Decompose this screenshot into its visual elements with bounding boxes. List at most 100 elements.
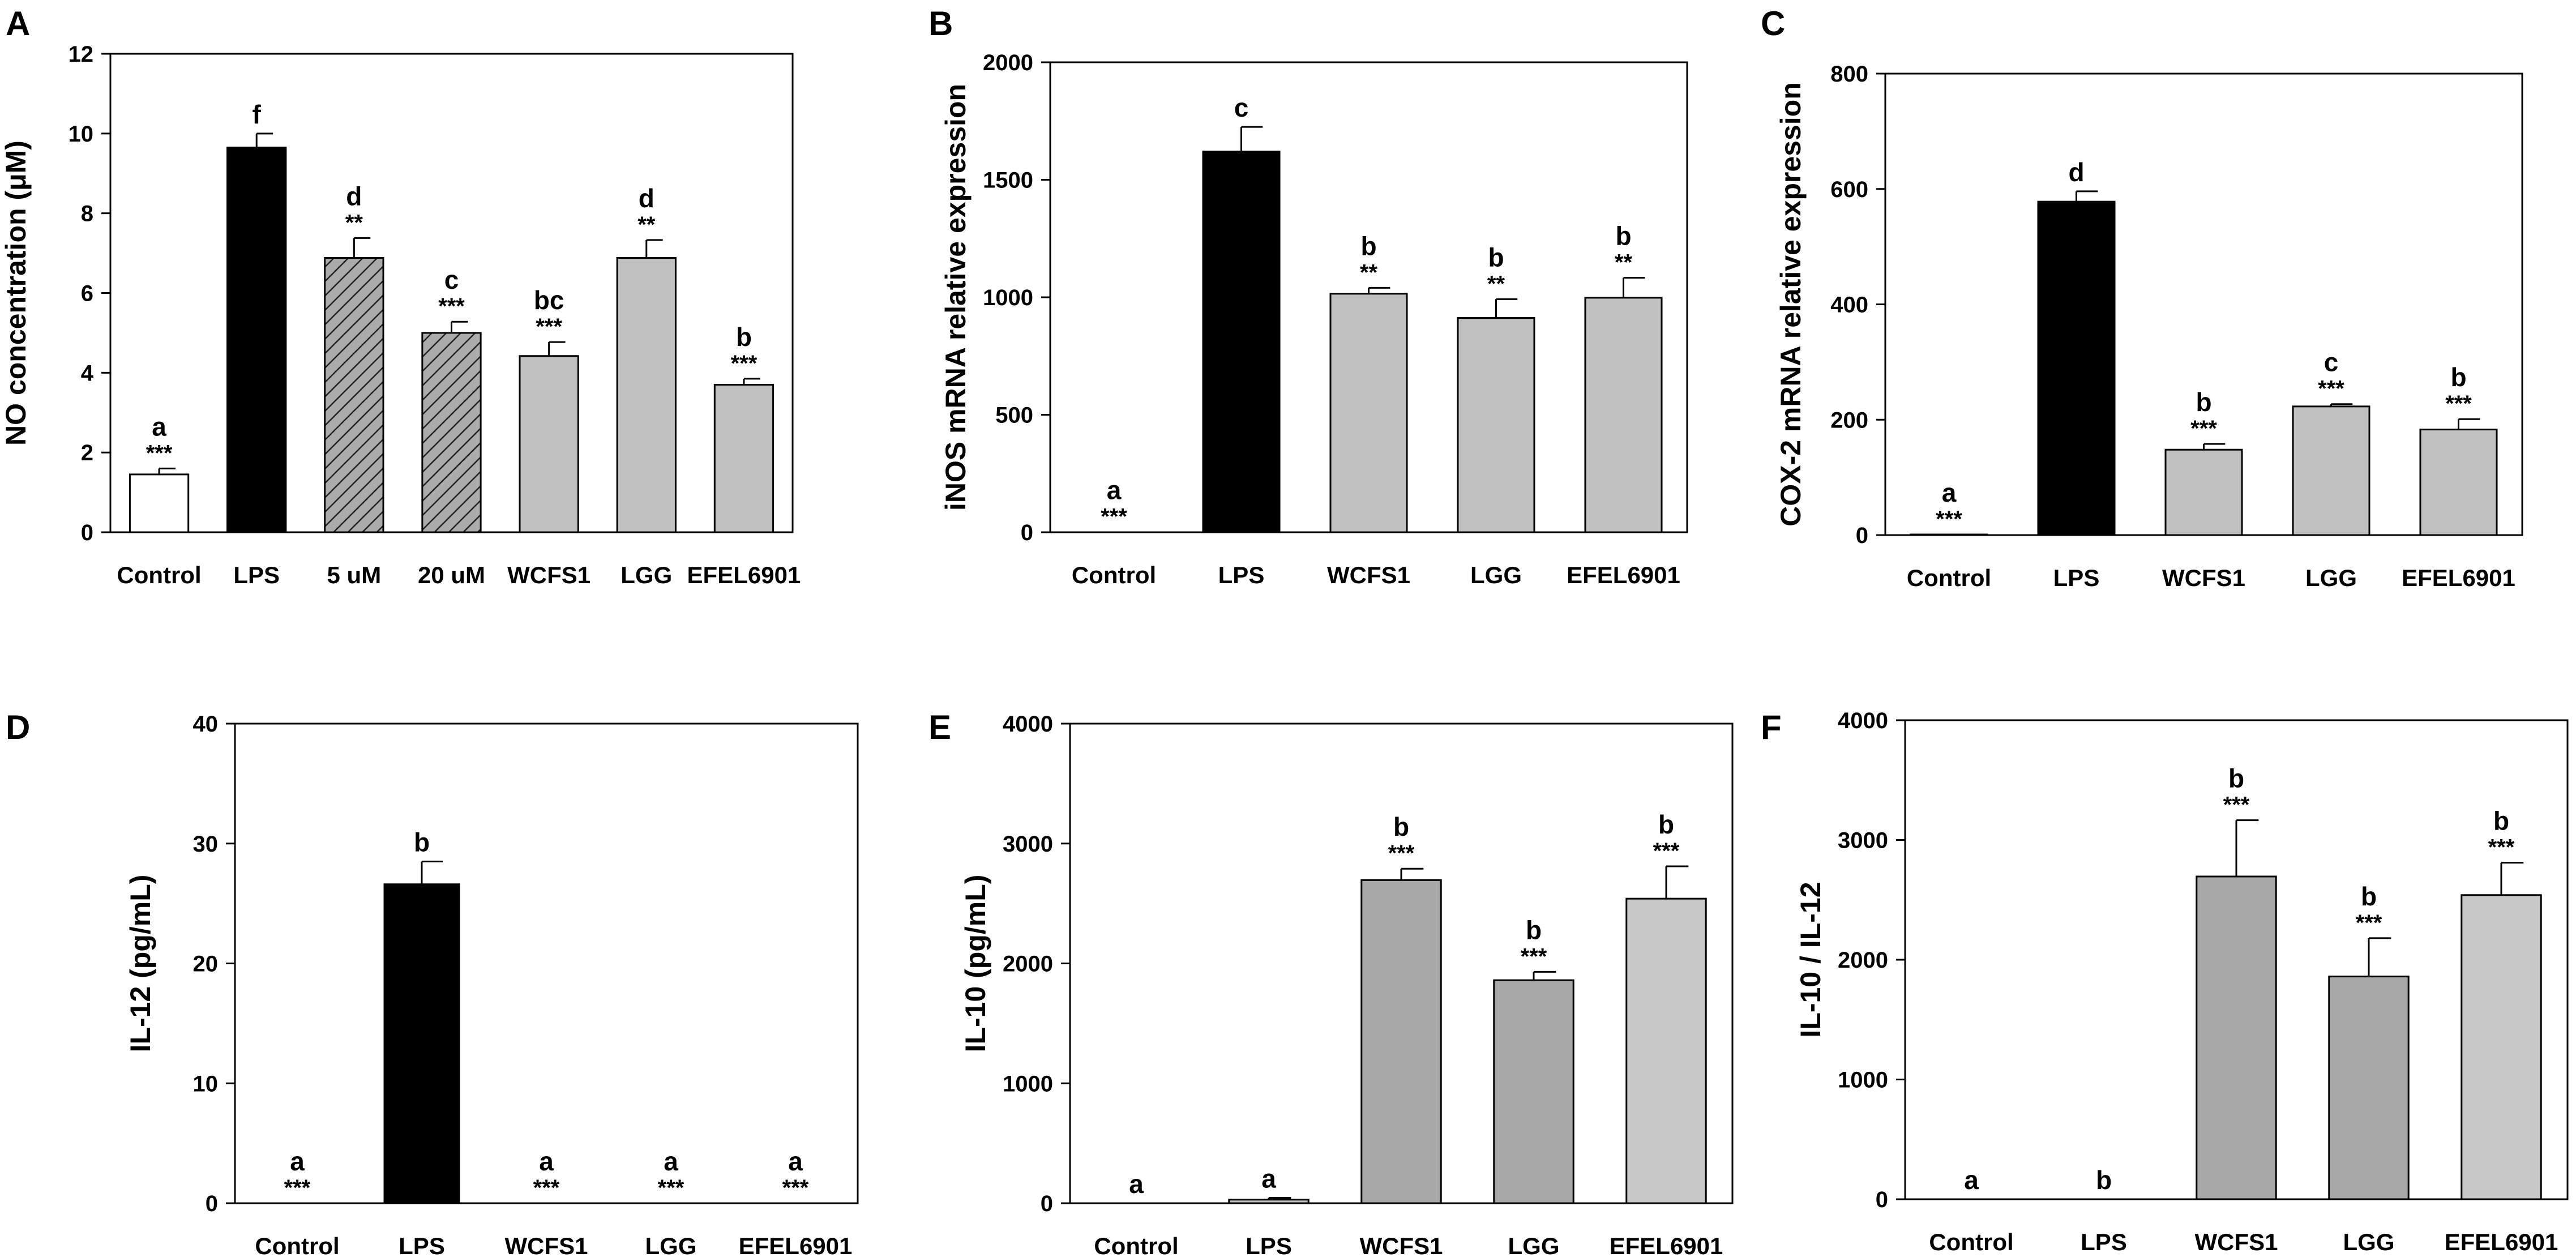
significance-stars: *** [2223, 793, 2250, 818]
x-tick-label: LPS [233, 562, 280, 588]
x-tick-label: EFEL6901 [2402, 565, 2515, 591]
group-letter: a [1129, 1169, 1144, 1199]
y-tick-label: 0 [206, 1191, 218, 1216]
significance-stars: *** [731, 351, 758, 376]
y-tick-label: 40 [193, 712, 219, 737]
group-letter: a [152, 412, 166, 441]
y-tick-label: 1000 [1838, 1068, 1888, 1093]
group-letter: b [1615, 221, 1631, 251]
x-tick-label: LGG [621, 562, 672, 588]
x-tick-label: EFEL6901 [687, 562, 801, 588]
group-letter: b [2096, 1165, 2112, 1195]
y-tick-label: 2 [81, 441, 93, 465]
group-letter: a [1964, 1165, 1979, 1195]
y-tick-label: 800 [1830, 62, 1868, 87]
group-letter: d [639, 183, 654, 213]
bar [1584, 297, 1663, 533]
chart-panel-d: D***aControlbLPS***aWCFS1***aLGG***aEFEL… [6, 708, 859, 1257]
significance-stars: *** [536, 314, 562, 339]
chart-panel-f: FaControlbLPS***bWCFS1***bLGG***bEFEL690… [1761, 708, 2569, 1255]
significance-stars: *** [533, 1175, 560, 1200]
significance-stars: *** [438, 294, 465, 319]
y-tick-label: 3000 [1003, 832, 1053, 857]
bar [421, 332, 482, 533]
group-letter: b [1658, 810, 1674, 839]
group-letter: b [736, 322, 752, 352]
y-tick-label: 1500 [983, 168, 1033, 193]
bar [713, 383, 774, 533]
significance-stars: *** [2318, 377, 2344, 401]
x-tick-label: Control [1929, 1229, 2013, 1255]
significance-stars: *** [2488, 835, 2515, 860]
y-axis-title: IL-10 / IL-12 [1795, 882, 1826, 1037]
y-tick-label: 30 [193, 832, 219, 857]
group-letter: a [539, 1147, 554, 1176]
group-letter: b [1393, 812, 1409, 841]
y-tick-label: 0 [1021, 520, 1033, 545]
x-tick-label: Control [1907, 565, 1991, 591]
y-tick-label: 10 [193, 1071, 219, 1096]
x-tick-label: Control [255, 1233, 339, 1257]
significance-stars: *** [1101, 504, 1127, 529]
y-tick-label: 0 [81, 520, 93, 545]
group-letter: b [1526, 915, 1542, 944]
chart-panel-e: EaControlaLPS***bWCFS1***bLGG***bEFEL690… [928, 708, 1734, 1257]
group-letter: b [1488, 242, 1504, 272]
group-letter: b [1360, 231, 1376, 260]
group-letter: a [1261, 1164, 1276, 1193]
y-axis-title: iNOS mRNA relative expression [940, 84, 972, 511]
x-tick-label: Control [117, 562, 201, 588]
x-tick-label: LPS [1246, 1233, 1292, 1257]
significance-stars: *** [284, 1175, 311, 1200]
x-tick-label: WCFS1 [507, 562, 590, 588]
x-tick-label: LPS [399, 1233, 445, 1257]
group-letter: a [1942, 478, 1957, 507]
x-tick-label: LPS [1218, 562, 1265, 588]
x-tick-label: LGG [1470, 562, 1522, 588]
y-tick-label: 6 [81, 281, 93, 306]
significance-stars: *** [782, 1175, 809, 1200]
bar [1360, 879, 1442, 1204]
significance-stars: ** [1487, 271, 1505, 296]
bar [2292, 405, 2370, 536]
x-tick-label: EFEL6901 [1567, 562, 1680, 588]
y-tick-label: 500 [995, 403, 1033, 428]
group-letter: b [2493, 806, 2509, 836]
significance-stars: *** [146, 441, 173, 465]
panel-label: F [1761, 708, 1782, 746]
y-axis-title: COX-2 mRNA relative expression [1775, 82, 1807, 527]
group-letter: f [253, 100, 262, 129]
y-tick-label: 1000 [1003, 1071, 1053, 1096]
y-tick-label: 10 [69, 122, 94, 147]
significance-stars: *** [658, 1175, 684, 1200]
significance-stars: ** [1360, 260, 1378, 285]
x-tick-label: EFEL6901 [1610, 1233, 1723, 1257]
group-letter: c [2324, 348, 2339, 377]
x-tick-label: 5 uM [327, 562, 382, 588]
y-tick-label: 4000 [1003, 712, 1053, 737]
panel-label: A [6, 5, 30, 42]
significance-stars: *** [1936, 507, 1962, 532]
bar [2419, 429, 2498, 536]
y-tick-label: 0 [1041, 1191, 1053, 1216]
x-tick-label: WCFS1 [2162, 565, 2245, 591]
chart-panel-b: B***aControlcLPS**bWCFS1**bLGG**bEFEL690… [928, 5, 1688, 588]
significance-stars: ** [637, 212, 656, 237]
group-letter: b [2196, 387, 2211, 417]
y-tick-label: 20 [193, 952, 219, 977]
x-tick-label: 20 uM [418, 562, 485, 588]
x-tick-label: LPS [2081, 1229, 2127, 1255]
group-letter: a [664, 1147, 678, 1176]
significance-stars: *** [2445, 391, 2472, 416]
y-tick-label: 2000 [1003, 952, 1053, 977]
bar [383, 883, 460, 1204]
x-tick-label: LGG [1508, 1233, 1560, 1257]
x-tick-label: LGG [645, 1233, 697, 1257]
y-tick-label: 200 [1830, 408, 1868, 433]
x-tick-label: Control [1094, 1233, 1178, 1257]
group-letter: b [2450, 362, 2466, 392]
y-tick-label: 3000 [1838, 828, 1888, 853]
group-letter: d [346, 181, 362, 211]
y-tick-label: 12 [69, 42, 94, 67]
group-letter: b [2361, 882, 2377, 911]
